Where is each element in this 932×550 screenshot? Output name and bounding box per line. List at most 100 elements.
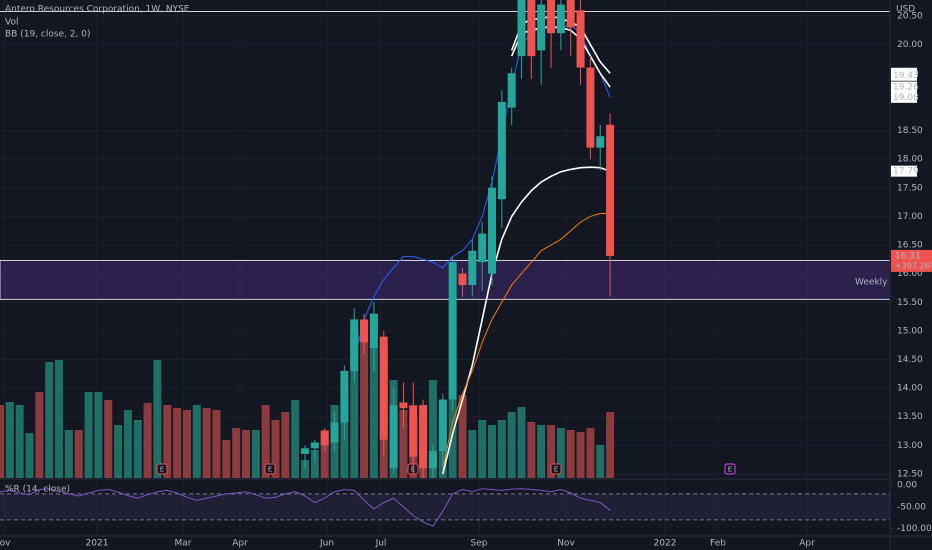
event-marker <box>550 463 562 475</box>
x-tick-label: Sep <box>471 539 488 549</box>
last-price-box <box>891 249 932 272</box>
candle-body <box>360 319 369 343</box>
volume-bar <box>517 407 526 478</box>
candle-body <box>448 262 457 400</box>
last-price-label: 16.31 <box>895 251 921 261</box>
x-tick-label: 2021 <box>86 539 109 549</box>
candle-body <box>330 422 339 443</box>
event-marker <box>264 463 276 475</box>
candle-body <box>468 250 477 286</box>
currency: USD <box>896 5 915 15</box>
x-tick-label: 2022 <box>654 539 677 549</box>
indicator-line <box>0 488 611 527</box>
candle-body <box>527 0 536 57</box>
y-tick-label: 15.00 <box>897 326 923 336</box>
event-marker <box>724 463 736 475</box>
x-tick-label: Apr <box>232 539 248 549</box>
candle-body <box>507 73 516 108</box>
y-tick-label: 18.00 <box>897 155 923 165</box>
y-tick-label: 20.00 <box>897 40 923 50</box>
volume-bar <box>507 412 516 478</box>
price-label: 17.79 <box>893 167 919 177</box>
candle-body <box>399 402 408 409</box>
indicator-label: %R (14, close) <box>5 485 70 495</box>
event-label: E <box>268 466 272 474</box>
volume-bar <box>320 430 329 478</box>
volume-bar <box>547 425 556 478</box>
volume-bar <box>281 412 290 478</box>
volume-bar <box>123 410 132 478</box>
volume-bar <box>360 320 369 478</box>
y-tick-label: 16.00 <box>897 269 923 279</box>
x-tick-label: ov <box>0 539 11 549</box>
price-label: 19.43 <box>893 71 919 81</box>
r-tick-label: -100.00 <box>897 524 932 534</box>
y-tick-label: 16.50 <box>897 241 923 251</box>
volume-bar <box>15 405 24 478</box>
indicator-line <box>442 213 611 469</box>
event-label: E <box>554 466 558 474</box>
candle-body <box>458 273 467 286</box>
volume-bar <box>173 408 182 478</box>
volume-bar <box>586 428 595 478</box>
grid <box>0 0 890 536</box>
williams-pane: 0.00 -50.00 -100.00 <box>0 481 932 534</box>
volume-bar <box>428 380 437 478</box>
volume-bar <box>606 412 615 478</box>
volume-bar <box>104 400 113 478</box>
volume-bar <box>478 420 487 478</box>
event-marker <box>156 463 168 475</box>
candle-body <box>379 336 388 440</box>
volume-bar <box>35 392 44 478</box>
volume-bar <box>261 405 270 478</box>
volume-bar <box>310 450 319 478</box>
volume-bar <box>143 403 152 478</box>
x-tick-label: Mar <box>175 539 192 549</box>
candle-body <box>566 0 575 28</box>
candle-body <box>576 10 585 68</box>
volume-bar <box>369 345 378 478</box>
candle-body <box>301 448 310 454</box>
candle-body <box>350 319 359 371</box>
volume-bar <box>488 425 496 478</box>
volume-bar <box>192 405 201 478</box>
volume-bar <box>458 395 467 478</box>
volume-bar <box>114 425 123 478</box>
candle-body <box>537 4 546 51</box>
x-tick-label: Feb <box>710 539 726 549</box>
volume-bar <box>25 433 34 478</box>
volume-bar <box>212 410 221 478</box>
volume-bar <box>271 420 280 478</box>
price-label-box <box>891 81 917 93</box>
candle-body <box>369 313 378 349</box>
volume-bar <box>399 410 408 478</box>
y-tick-label: 17.50 <box>897 183 923 193</box>
candle-body <box>556 4 565 34</box>
volume-bar <box>596 445 605 478</box>
y-tick-label: 17.00 <box>897 212 923 222</box>
volume-bar <box>182 410 191 478</box>
volume-bar <box>84 392 93 478</box>
volume-bar <box>468 430 477 478</box>
candle-body <box>409 405 418 457</box>
candle-body <box>438 399 447 452</box>
volume-bar <box>202 408 211 478</box>
candle-body <box>428 451 437 469</box>
candle-body <box>389 405 398 469</box>
candle-body <box>517 0 526 57</box>
volume-bar <box>566 430 575 478</box>
candle-body <box>497 101 506 200</box>
y-tick-label: 18.50 <box>897 126 923 136</box>
zone-label: Weekly De <box>855 277 903 287</box>
volume-bar <box>0 405 4 478</box>
axes: ov 2021 Mar Apr Jun Jul Sep Nov 2022 Feb Apr 12.50 1… <box>0 12 932 549</box>
indicator-line <box>442 166 611 475</box>
volume-bar <box>556 428 565 478</box>
price-pane: Weekly DeEEEEE <box>0 0 903 478</box>
last-price-change: +397.26% <box>895 261 932 270</box>
chart-title: Antero Resources Corporation, 1W, NYSE <box>5 5 190 15</box>
candle-body <box>547 0 556 34</box>
candle-body <box>478 233 487 263</box>
event-label: E <box>160 466 164 474</box>
